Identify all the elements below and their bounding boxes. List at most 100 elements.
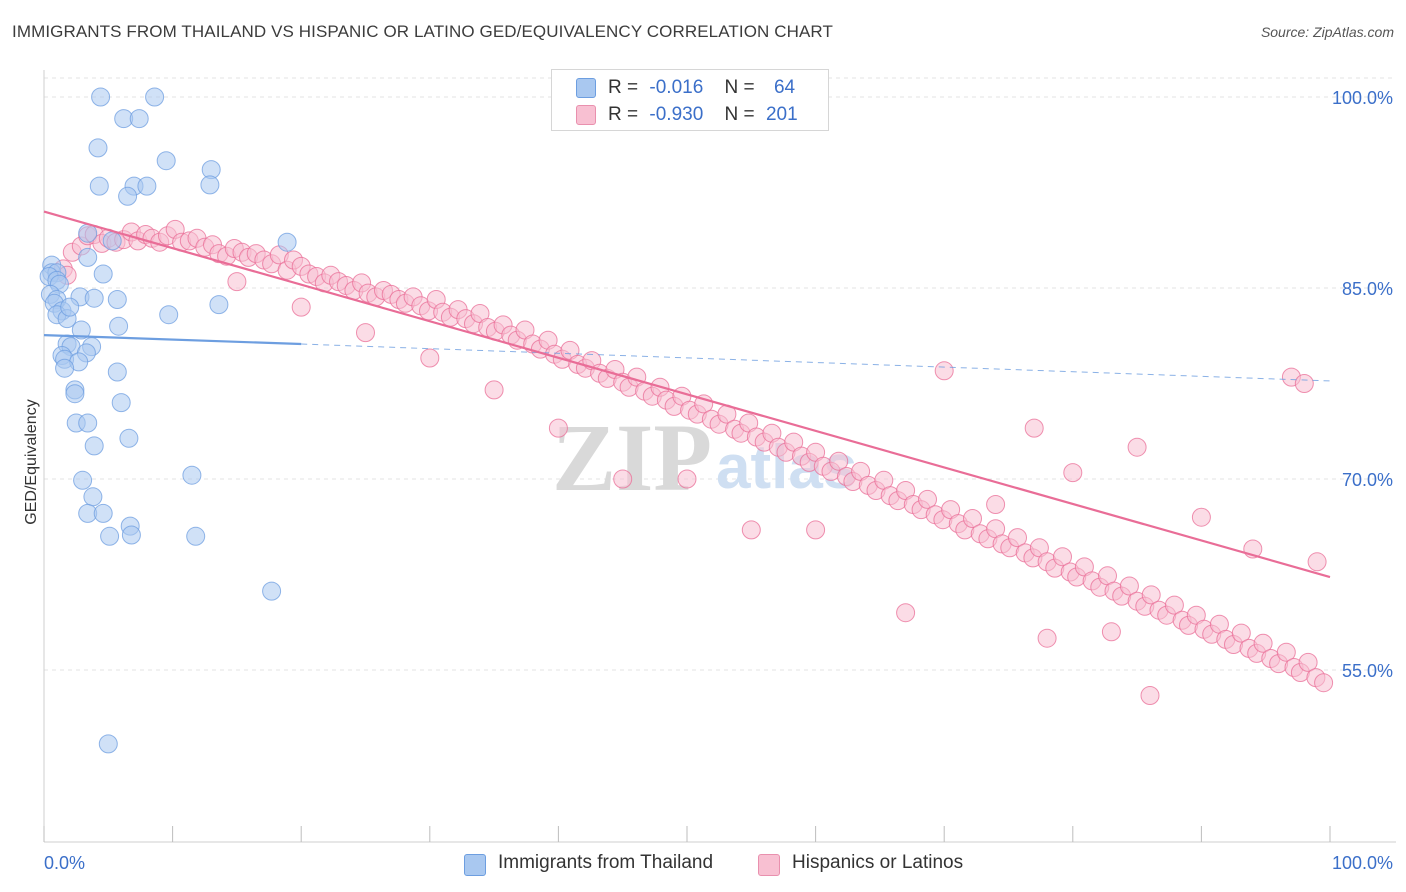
data-point	[613, 469, 633, 489]
data-point	[159, 305, 179, 325]
data-point	[420, 348, 440, 368]
data-point	[137, 176, 157, 196]
data-point	[129, 109, 149, 129]
data-point	[119, 428, 139, 448]
y-tick-label: 55.0%	[1342, 661, 1393, 681]
data-point	[1127, 437, 1147, 457]
legend-item-thailand: Immigrants from Thailand	[464, 852, 714, 876]
trendline-thailand	[43, 334, 302, 346]
trendlines	[43, 210, 1331, 579]
data-point	[963, 509, 982, 528]
y-tick-label: 70.0%	[1342, 470, 1393, 490]
data-point	[829, 451, 849, 471]
data-point	[102, 231, 122, 251]
data-point	[84, 436, 104, 456]
y-axis-label: GED/Equivalency	[23, 399, 40, 524]
data-point	[182, 465, 202, 485]
data-point	[262, 581, 282, 601]
data-point	[145, 87, 165, 107]
data-point	[918, 489, 937, 509]
data-point	[156, 151, 176, 171]
data-point	[107, 362, 127, 382]
data-point	[65, 384, 85, 404]
data-point	[1314, 673, 1334, 693]
data-point	[1141, 585, 1161, 605]
watermark: ZIP atlas	[552, 404, 857, 511]
data-point	[896, 603, 916, 623]
data-point	[83, 487, 103, 507]
data-point	[60, 297, 80, 317]
series-thailand	[39, 87, 297, 754]
x-tick-label-min: 0.0%	[44, 853, 85, 873]
data-point	[186, 526, 206, 546]
legend-swatch-thailand	[576, 78, 596, 98]
chart-title: IMMIGRANTS FROM THAILAND VS HISPANIC OR …	[12, 22, 833, 41]
data-point	[118, 186, 138, 206]
legend-swatch-thailand	[464, 854, 486, 876]
data-point	[89, 176, 109, 196]
data-point	[55, 358, 75, 378]
data-point	[986, 495, 1006, 514]
legend-label-thailand: Immigrants from Thailand	[498, 852, 714, 873]
data-point	[78, 247, 98, 267]
n-label: N =	[724, 77, 755, 98]
legend-row-hispanic: R = -0.930 N = 201	[552, 101, 828, 127]
data-point	[121, 525, 141, 545]
data-point	[107, 290, 127, 309]
data-point	[1307, 552, 1327, 572]
data-point	[1063, 463, 1083, 483]
data-point	[484, 380, 504, 400]
data-point	[93, 503, 113, 523]
r-value: -0.930	[649, 104, 704, 125]
data-point	[71, 320, 91, 340]
data-point	[1164, 595, 1184, 615]
series-legend: Immigrants from Thailand Hispanics or La…	[0, 852, 1406, 878]
data-point	[1101, 622, 1121, 642]
data-point	[806, 520, 826, 540]
data-point	[1191, 507, 1211, 527]
legend-row-thailand: R = -0.016 N = 64	[552, 74, 828, 100]
data-point	[227, 272, 247, 292]
legend-stats: R = -0.016 N = 64 R = -0.930 N = 201	[551, 69, 829, 131]
data-point	[1140, 686, 1160, 705]
tick-labels: 100.0% 85.0% 70.0% 55.0% 0.0% 100.0%	[44, 88, 1393, 873]
n-value: 64	[773, 77, 796, 98]
n-label: N =	[724, 104, 755, 125]
legend-swatch-hispanic	[758, 854, 780, 876]
data-point	[548, 418, 568, 438]
data-point	[93, 264, 113, 284]
data-point	[1037, 628, 1057, 648]
data-point	[109, 316, 129, 336]
data-point	[291, 297, 311, 317]
n-value: 201	[765, 104, 798, 125]
data-point	[1231, 623, 1251, 643]
watermark-zip: ZIP	[552, 404, 712, 511]
data-point	[1053, 547, 1072, 567]
data-point	[200, 175, 220, 195]
data-point	[88, 138, 108, 158]
source-label: Source: ZipAtlas.com	[1260, 24, 1394, 40]
data-point	[100, 526, 120, 546]
data-point	[1294, 374, 1314, 393]
data-point	[277, 232, 297, 252]
data-point	[1298, 652, 1318, 672]
data-point	[1024, 418, 1044, 438]
trendline-hispanic	[43, 210, 1331, 579]
data-point	[677, 469, 697, 489]
data-point	[1008, 528, 1027, 548]
data-point	[73, 470, 93, 490]
data-point	[91, 87, 111, 107]
data-point	[934, 361, 954, 381]
y-tick-label: 100.0%	[1332, 88, 1393, 108]
data-point	[1253, 633, 1273, 653]
y-tick-label: 85.0%	[1342, 279, 1393, 299]
axes	[43, 70, 1396, 843]
legend-item-hispanic: Hispanics or Latinos	[758, 852, 963, 876]
data-point	[78, 413, 98, 433]
data-point	[741, 520, 761, 540]
data-point	[356, 323, 375, 343]
data-point	[209, 295, 229, 315]
legend-swatch-hispanic	[576, 105, 596, 125]
r-value: -0.016	[649, 77, 704, 98]
